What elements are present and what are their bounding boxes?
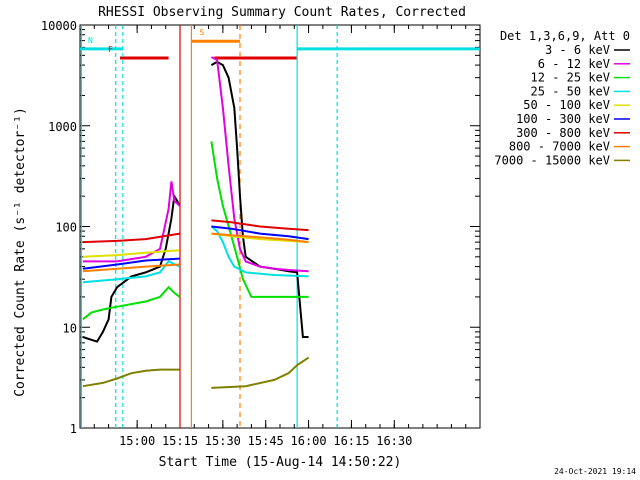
series-2-segment-0 (82, 285, 181, 321)
x-tick-label-6: 16:30 (376, 434, 412, 448)
x-tick-label-4: 16:00 (291, 434, 327, 448)
legend-label-5: 100 - 300 keV (516, 112, 610, 126)
chart-title: RHESSI Observing Summary Count Rates, Co… (98, 5, 466, 20)
x-tick-label-3: 15:45 (248, 434, 284, 448)
series-6-segment-0 (82, 232, 180, 244)
flag-label-N: N (88, 36, 93, 45)
series-2-segment-1 (210, 141, 309, 298)
series-0-segment-0 (82, 193, 181, 343)
series-6-segment-1 (211, 219, 309, 232)
x-tick-label-1: 15:15 (162, 434, 198, 448)
series-3-segment-0 (82, 260, 181, 284)
series-7-segment-1 (211, 232, 309, 244)
y-tick-label-1: 10 (63, 321, 77, 335)
series-3-segment-1 (210, 225, 309, 278)
legend-label-3: 25 - 50 keV (531, 84, 610, 98)
legend-label-8: 7000 - 15000 keV (494, 153, 610, 167)
legend-label-2: 12 - 25 keV (531, 71, 610, 85)
legend-label-7: 800 - 7000 keV (509, 140, 610, 154)
timestamp: 24-Oct-2021 19:14 (554, 467, 636, 476)
plot-frame (79, 24, 481, 429)
legend-label-1: 6 - 12 keV (538, 57, 610, 71)
legend-title: Det 1,3,6,9, Att 0 (500, 29, 630, 43)
y-tick-label-2: 100 (55, 221, 77, 235)
y-tick-label-0: 1 (70, 422, 77, 436)
series-1-segment-0 (82, 181, 181, 263)
data-series (82, 56, 310, 389)
series-5-segment-0 (82, 257, 180, 270)
x-axis-label: Start Time (15-Aug-14 14:50:22) (159, 455, 402, 470)
y-axis-label: Corrected Count Rate (s⁻¹ detector⁻¹) (13, 107, 28, 397)
x-tick-label-5: 16:15 (333, 434, 369, 448)
series-4-segment-0 (82, 249, 180, 258)
legend-label-4: 50 - 100 keV (523, 98, 610, 112)
flag-label-S: S (199, 28, 204, 37)
legend-label-6: 300 - 800 keV (516, 126, 610, 140)
y-tick-label-3: 1000 (48, 120, 77, 134)
y-tick-label-4: 10000 (41, 19, 77, 33)
series-8-segment-0 (82, 368, 180, 388)
x-tick-label-0: 15:00 (119, 434, 155, 448)
plot-axes: 15:00 15:15 15:30 15:45 16:00 16:15 16:30 1 10 10… (41, 19, 481, 448)
legend-label-0: 3 - 6 keV (545, 43, 610, 57)
series-0-segment-1 (210, 60, 309, 338)
series-7-segment-0 (82, 263, 180, 273)
series-5-segment-1 (211, 225, 309, 241)
series-1-segment-1 (210, 56, 309, 273)
x-tick-label-2: 15:30 (205, 434, 241, 448)
series-8-segment-1 (211, 356, 310, 389)
observing-flags: N F S (80, 25, 480, 428)
flag-label-F: F (108, 45, 113, 54)
